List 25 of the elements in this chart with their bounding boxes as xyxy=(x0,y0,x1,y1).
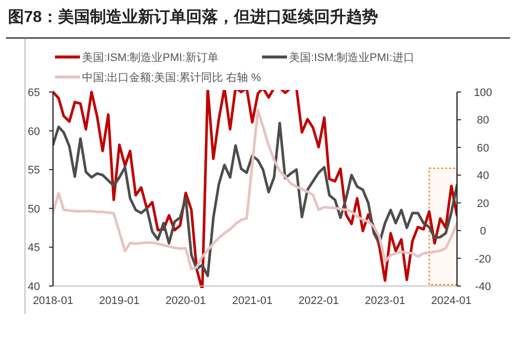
chart-title: 图78：美国制造业新订单回落，但进口延续回升趋势 xyxy=(8,7,378,26)
x-tick-label: 2022-01 xyxy=(298,295,339,307)
x-tick-label: 2024-01 xyxy=(431,295,472,307)
x-tick-label: 2023-01 xyxy=(364,295,406,307)
y2-tick-label: 40 xyxy=(476,170,490,182)
y-tick-label: 50 xyxy=(28,203,40,216)
y-tick-label: 60 xyxy=(28,126,40,138)
y-tick-label: 55 xyxy=(28,164,40,177)
y-tick-label: 40 xyxy=(28,281,40,293)
x-tick-label: 2018-01 xyxy=(32,295,74,307)
x-tick-label: 2019-01 xyxy=(99,295,140,307)
y2-tick-label: 0 xyxy=(480,226,486,238)
y2-tick-label: -20 xyxy=(475,253,491,266)
x-tick-label: 2021-01 xyxy=(232,295,272,307)
y-tick-label: 65 xyxy=(28,87,40,99)
x-tick-label: 2020-01 xyxy=(166,295,206,307)
legend-label: 美国:ISM:制造业PMI:进口 xyxy=(289,51,414,64)
y-tick-label: 45 xyxy=(28,242,40,254)
y2-tick-label: 20 xyxy=(476,198,490,210)
y2-tick-label: 60 xyxy=(476,142,490,154)
legend-label: 美国:ISM:制造业PMI:新订单 xyxy=(82,51,218,64)
legend-label: 中国:出口金额:美国:累计同比 右轴 % xyxy=(82,71,262,84)
y2-tick-label: 80 xyxy=(476,114,490,127)
y2-tick-label: -40 xyxy=(475,281,491,293)
y2-tick-label: 100 xyxy=(474,87,492,99)
